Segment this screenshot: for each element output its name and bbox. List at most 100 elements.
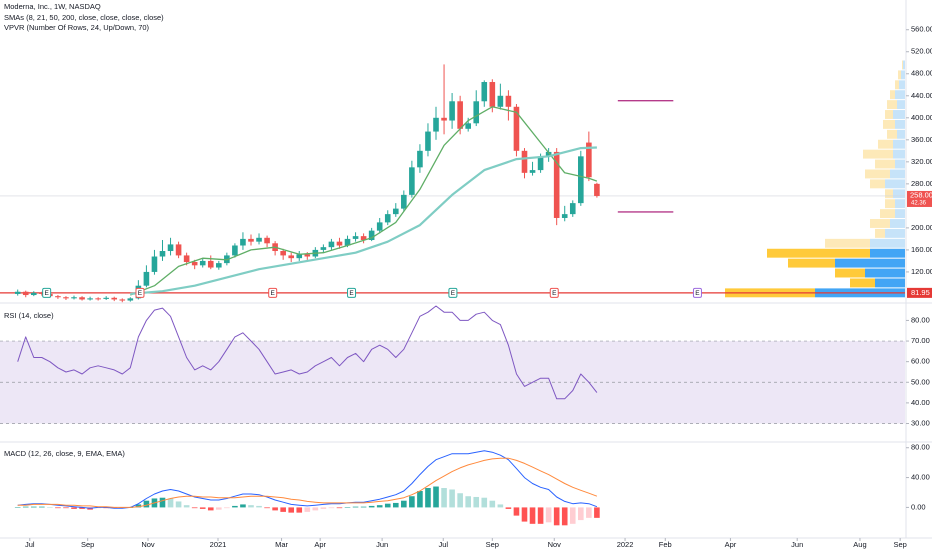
- histogram-bar: [191, 507, 198, 509]
- profile-down: [878, 139, 893, 149]
- candle-body: [521, 150, 528, 173]
- candle-body: [336, 241, 343, 246]
- candle-body: [63, 297, 69, 299]
- y-tick-label: 480.00: [911, 69, 932, 78]
- histogram-bar: [248, 505, 254, 508]
- candle-body: [71, 297, 77, 299]
- histogram-bar: [272, 507, 278, 511]
- candle-body: [232, 245, 238, 256]
- candle-body: [489, 82, 496, 107]
- candle-body: [79, 297, 85, 300]
- histogram-bar: [360, 506, 367, 508]
- event-label: E: [44, 290, 49, 297]
- histogram-bar: [344, 507, 351, 508]
- profile-down: [825, 238, 870, 248]
- indicator-label: VPVR (Number Of Rows, 24, Up/Down, 70): [4, 23, 150, 32]
- y-tick-label: 0.00: [911, 502, 926, 511]
- histogram-bar: [392, 502, 399, 508]
- profile-up: [895, 199, 905, 209]
- histogram-bar: [545, 507, 552, 523]
- y-tick-label: 320.00: [911, 157, 932, 166]
- x-tick-label: Jul: [438, 540, 448, 549]
- profile-down: [898, 70, 901, 80]
- profile-down: [883, 119, 895, 129]
- event-label: E: [552, 290, 557, 297]
- histogram-bar: [216, 507, 222, 510]
- profile-up: [893, 110, 905, 119]
- candle-body: [441, 117, 447, 121]
- candle-body: [191, 262, 198, 266]
- histogram-bar: [505, 507, 512, 509]
- histogram-bar: [336, 507, 343, 509]
- histogram-bar: [207, 507, 214, 511]
- x-tick-label: Nov: [141, 540, 155, 549]
- histogram-bar: [561, 507, 568, 526]
- histogram-bar: [457, 493, 463, 508]
- candle-body: [569, 203, 576, 215]
- y-tick-label: 40.00: [911, 398, 930, 407]
- candle-body: [594, 183, 600, 196]
- histogram-bar: [288, 507, 295, 513]
- profile-up: [893, 149, 905, 159]
- moving-average: [130, 106, 598, 296]
- event-label: E: [451, 290, 456, 297]
- profile-up: [835, 258, 905, 268]
- candle-body: [553, 151, 560, 218]
- histogram-bar: [183, 505, 190, 508]
- candle-body: [545, 151, 552, 157]
- y-tick-label: 520.00: [911, 47, 932, 56]
- histogram-bar: [304, 507, 311, 512]
- ref-badge: [907, 287, 932, 298]
- profile-up: [901, 70, 905, 80]
- profile-up: [897, 100, 905, 110]
- profile-up: [895, 159, 905, 169]
- profile-down: [788, 258, 835, 268]
- x-tick-label: Sep: [486, 540, 499, 549]
- histogram-bar: [401, 500, 407, 508]
- profile-down: [887, 129, 897, 139]
- candle-body: [167, 244, 174, 252]
- profile-down: [885, 110, 893, 119]
- candle-body: [55, 296, 61, 298]
- event-label: E: [349, 290, 354, 297]
- candle-body: [328, 241, 335, 248]
- x-tick-label: Apr: [725, 540, 737, 549]
- histogram-bar: [167, 498, 174, 508]
- candle-body: [481, 82, 488, 102]
- x-tick-label: Nov: [548, 540, 562, 549]
- candle-body: [344, 238, 351, 246]
- histogram-bar: [63, 507, 69, 509]
- pane-title: RSI (14, close): [4, 311, 54, 320]
- profile-up: [885, 179, 905, 189]
- candle-body: [103, 297, 109, 299]
- profile-up: [875, 278, 905, 288]
- indicator-label: SMAs (8, 21, 50, 200, close, close, clos…: [4, 13, 164, 22]
- histogram-bar: [433, 486, 439, 508]
- histogram-bar: [529, 507, 536, 524]
- profile-down: [835, 268, 865, 278]
- profile-down: [885, 189, 893, 199]
- x-tick-label: Mar: [275, 540, 288, 549]
- last-price-badge: [907, 190, 932, 207]
- candle-body: [143, 271, 150, 286]
- event-marker: [135, 287, 145, 298]
- event-marker: [448, 287, 458, 298]
- y-tick-label: 440.00: [911, 91, 932, 100]
- ref-label: 81.95: [911, 288, 930, 297]
- y-tick-label: 50.00: [911, 377, 930, 386]
- histogram-bar: [513, 507, 520, 516]
- x-tick-label: Jun: [376, 540, 388, 549]
- chart-title: Moderna, Inc., 1W, NASDAQ: [4, 2, 101, 11]
- y-tick-label: 280.00: [911, 179, 932, 188]
- y-tick-label: 30.00: [911, 418, 930, 427]
- y-tick-label: 40.00: [911, 473, 930, 482]
- candle-body: [473, 101, 480, 124]
- profile-up: [893, 189, 905, 199]
- profile-down: [850, 278, 875, 288]
- histogram-bar: [14, 507, 21, 508]
- histogram-bar: [441, 488, 447, 508]
- candle-body: [497, 95, 504, 107]
- histogram-bar: [71, 507, 77, 509]
- histogram-bar: [22, 506, 29, 508]
